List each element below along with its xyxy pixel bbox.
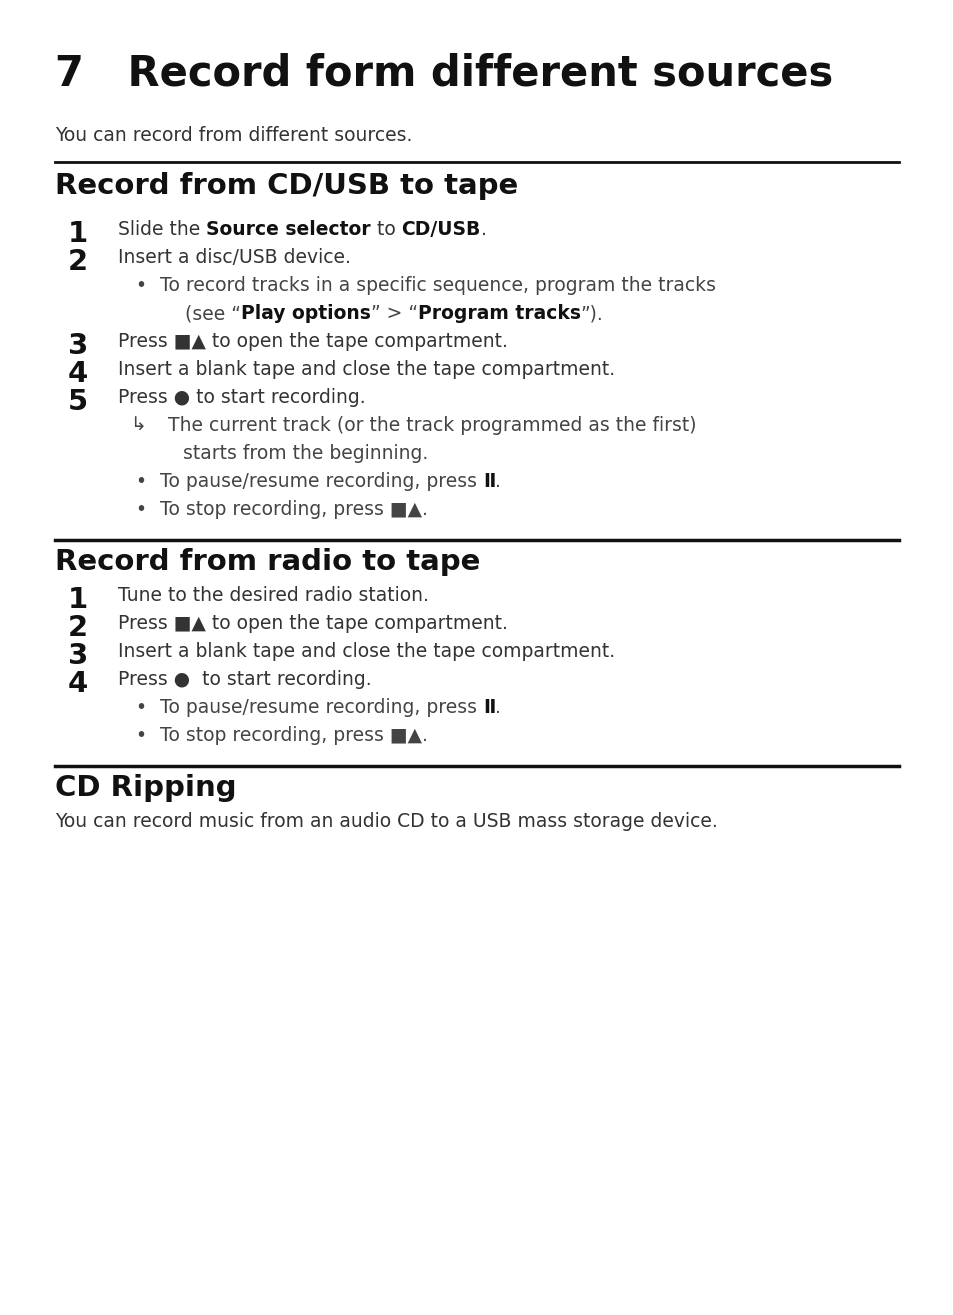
Text: 2: 2 <box>68 249 88 276</box>
Text: 7   Record form different sources: 7 Record form different sources <box>55 53 832 93</box>
Text: 4: 4 <box>68 671 89 698</box>
Text: Press ■▲ to open the tape compartment.: Press ■▲ to open the tape compartment. <box>118 331 507 351</box>
Text: Record from radio to tape: Record from radio to tape <box>55 548 480 576</box>
Text: to: to <box>371 220 401 239</box>
Text: Ⅱ: Ⅱ <box>482 472 495 490</box>
Text: Press ●  to start recording.: Press ● to start recording. <box>118 671 372 689</box>
Text: To record tracks in a specific sequence, program the tracks: To record tracks in a specific sequence,… <box>160 276 716 295</box>
Text: Press ● to start recording.: Press ● to start recording. <box>118 388 365 408</box>
Text: •: • <box>135 726 146 746</box>
Text: .: . <box>480 220 486 239</box>
Text: ” > “: ” > “ <box>371 304 417 323</box>
Text: 1: 1 <box>68 220 89 249</box>
Text: The current track (or the track programmed as the first): The current track (or the track programm… <box>168 416 696 435</box>
Text: .: . <box>495 472 500 490</box>
Text: 4: 4 <box>68 360 89 388</box>
Text: •: • <box>135 472 146 490</box>
Text: 1: 1 <box>68 586 89 614</box>
Text: Insert a blank tape and close the tape compartment.: Insert a blank tape and close the tape c… <box>118 360 615 379</box>
Text: CD/USB: CD/USB <box>401 220 480 239</box>
Text: Ⅱ: Ⅱ <box>482 698 495 717</box>
Text: To pause/resume recording, press: To pause/resume recording, press <box>160 698 482 717</box>
Text: To pause/resume recording, press: To pause/resume recording, press <box>160 472 482 490</box>
Text: 2: 2 <box>68 614 88 642</box>
Text: Slide the: Slide the <box>118 220 206 239</box>
Text: 5: 5 <box>68 388 88 416</box>
Text: •: • <box>135 698 146 717</box>
Text: starts from the beginning.: starts from the beginning. <box>183 444 428 463</box>
Text: ”).: ”). <box>580 304 603 323</box>
Text: ↳: ↳ <box>130 416 146 435</box>
Text: (see “: (see “ <box>185 304 240 323</box>
Text: To stop recording, press ■▲.: To stop recording, press ■▲. <box>160 726 428 746</box>
Text: 3: 3 <box>68 331 89 360</box>
Text: •: • <box>135 276 146 295</box>
Text: Insert a blank tape and close the tape compartment.: Insert a blank tape and close the tape c… <box>118 642 615 661</box>
Text: .: . <box>495 698 500 717</box>
Text: You can record from different sources.: You can record from different sources. <box>55 126 412 145</box>
Text: Insert a disc/USB device.: Insert a disc/USB device. <box>118 249 351 267</box>
Text: You can record music from an audio CD to a USB mass storage device.: You can record music from an audio CD to… <box>55 811 717 831</box>
Text: To stop recording, press ■▲.: To stop recording, press ■▲. <box>160 500 428 519</box>
Text: Record from CD/USB to tape: Record from CD/USB to tape <box>55 172 517 200</box>
Text: Source selector: Source selector <box>206 220 371 239</box>
Text: Play options: Play options <box>240 304 371 323</box>
Text: Program tracks: Program tracks <box>417 304 580 323</box>
Text: •: • <box>135 500 146 519</box>
Text: Tune to the desired radio station.: Tune to the desired radio station. <box>118 586 429 605</box>
Text: 3: 3 <box>68 642 89 671</box>
Text: Press ■▲ to open the tape compartment.: Press ■▲ to open the tape compartment. <box>118 614 507 633</box>
Text: CD Ripping: CD Ripping <box>55 775 236 802</box>
